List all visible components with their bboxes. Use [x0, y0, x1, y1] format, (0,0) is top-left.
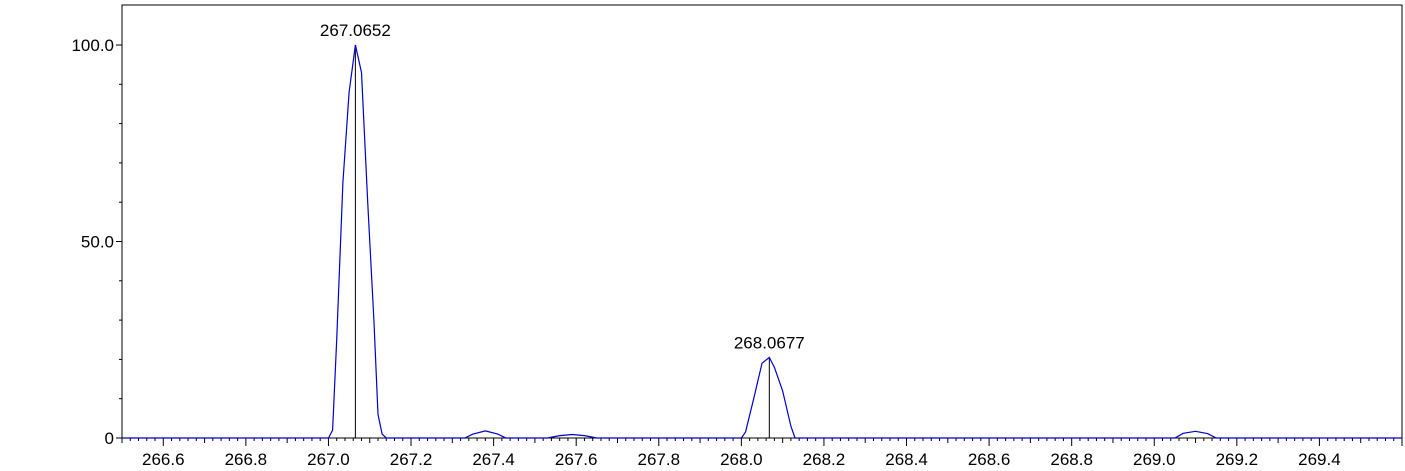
x-tick-label: 269.2 [1216, 450, 1259, 469]
x-tick-label: 267.2 [390, 450, 433, 469]
peak-label: 268.0677 [734, 333, 805, 352]
y-tick-label: 0 [105, 429, 114, 448]
x-tick-label: 268.2 [803, 450, 846, 469]
y-tick-label: 100.0 [71, 36, 114, 55]
x-tick-label: 268.4 [885, 450, 928, 469]
x-tick-label: 267.4 [472, 450, 515, 469]
x-tick-label: 269.0 [1133, 450, 1176, 469]
profile-line [122, 44, 1402, 439]
x-axis: 266.6 266.8 267.0 267.2 267.4 267.6 267.8 268.0… [121, 438, 1403, 469]
x-tick-label: 268.8 [1050, 450, 1093, 469]
x-tick-label: 266.6 [142, 450, 185, 469]
x-tick-label: 268.0 [720, 450, 763, 469]
peak-label: 267.0652 [320, 21, 391, 40]
x-tick-label: 266.8 [225, 450, 268, 469]
x-tick-label: 267.6 [555, 450, 598, 469]
y-tick-label: 50.0 [81, 233, 114, 252]
peak-annotations: 267.0652 268.0677 [320, 21, 805, 352]
plot-frame [121, 4, 1403, 439]
centroid-sticks [354, 45, 770, 438]
y-axis: 0 50.0 100.0 [71, 36, 122, 448]
x-tick-label: 268.6 [968, 450, 1011, 469]
x-tick-label: 267.8 [638, 450, 681, 469]
x-tick-label: 269.4 [1298, 450, 1341, 469]
x-tick-label: 267.0 [307, 450, 350, 469]
profile-trace [122, 44, 1402, 439]
